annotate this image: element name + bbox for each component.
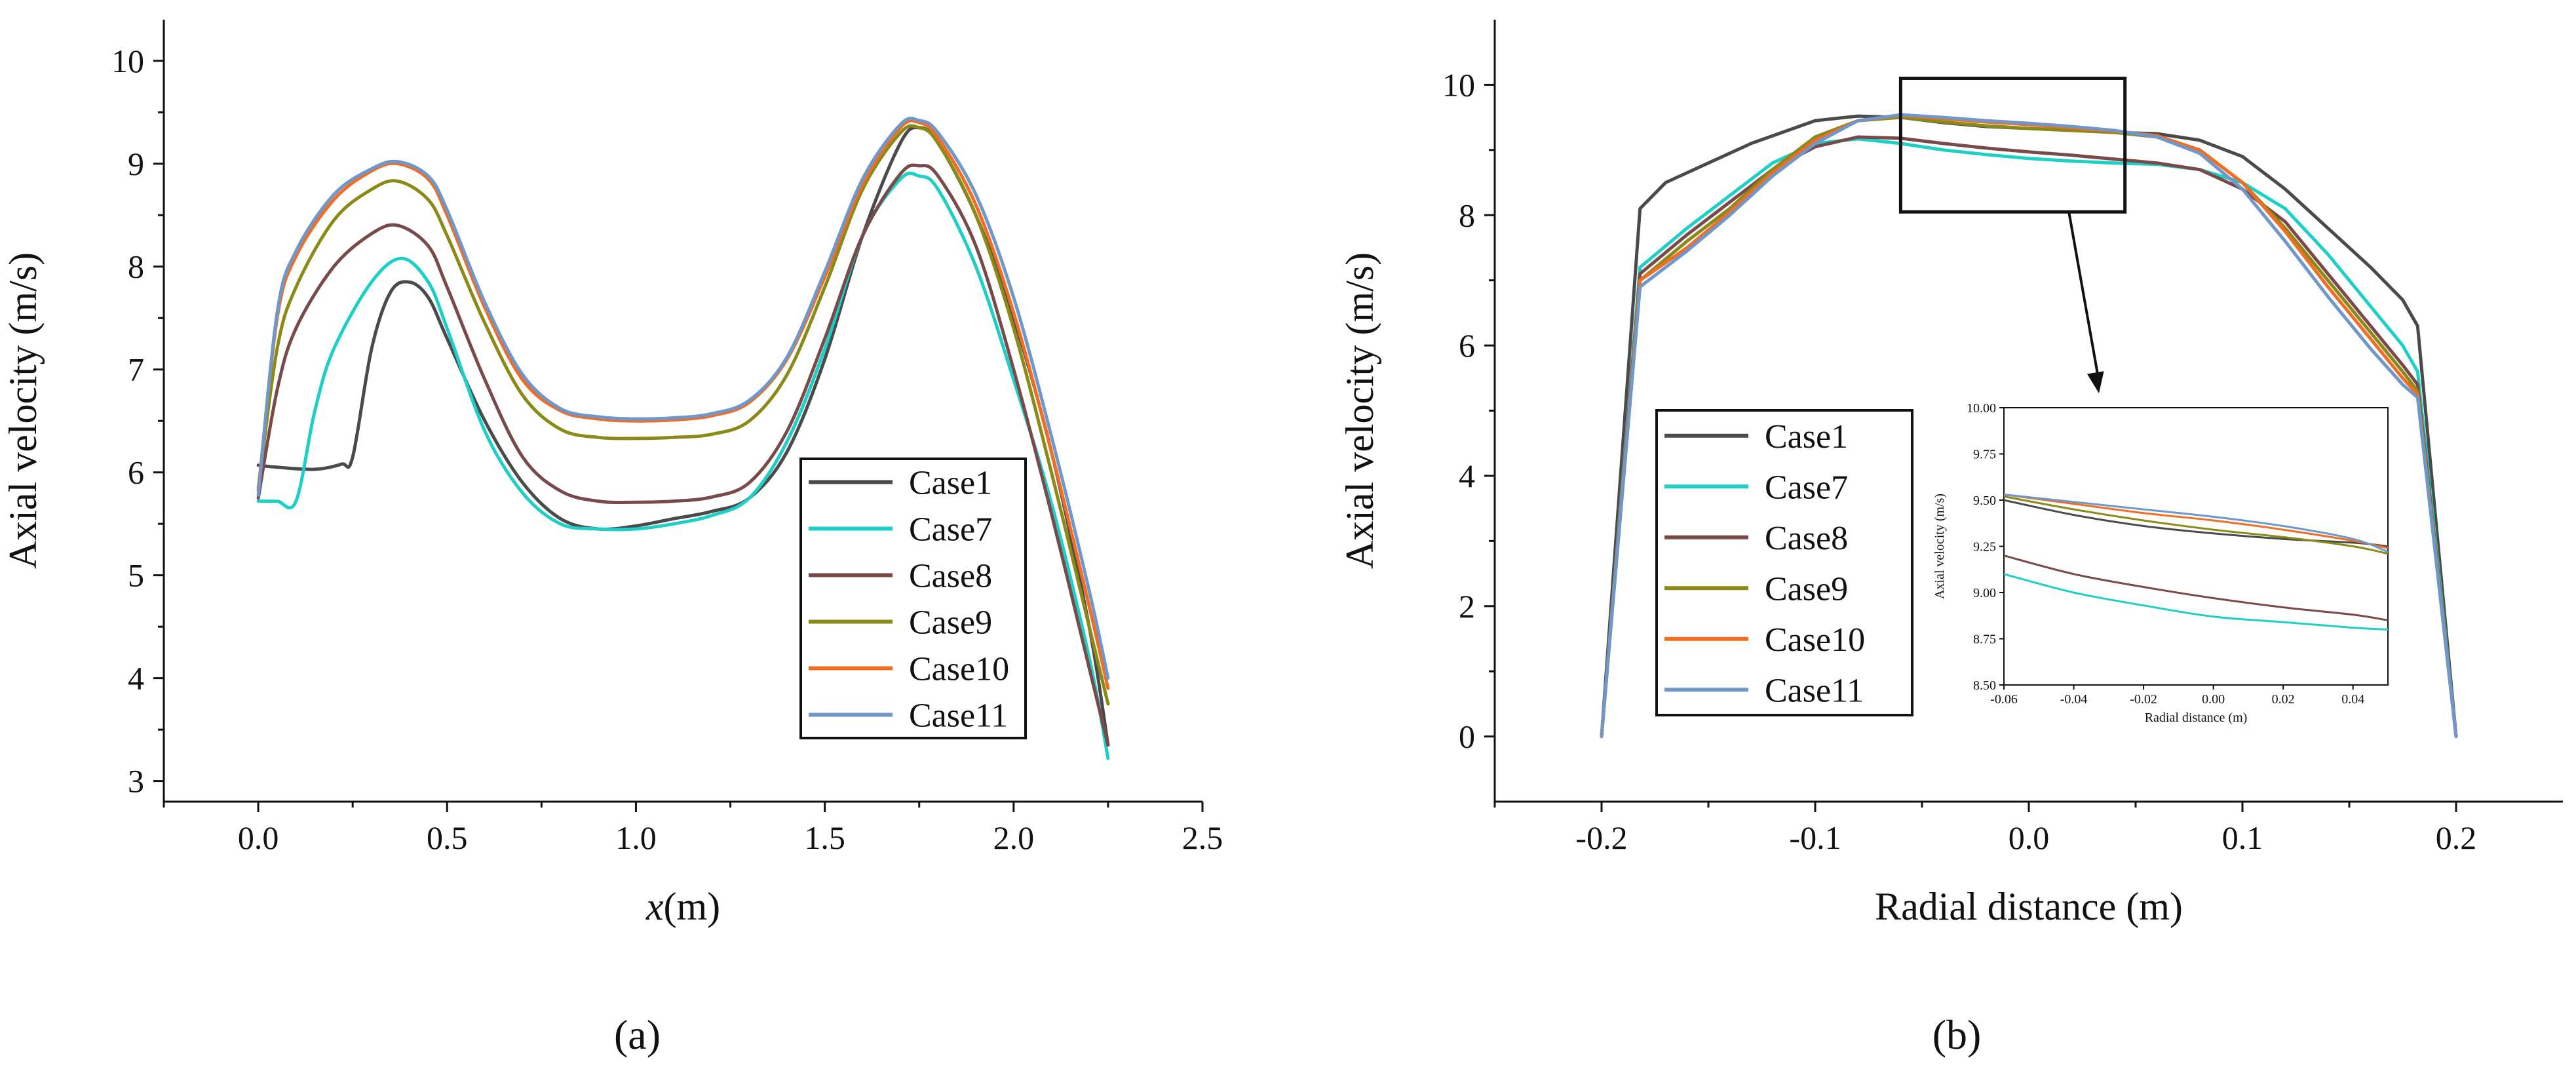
inset-x-tick-label: -0.06 [1990,692,2018,707]
zoom-arrow-head [2086,371,2104,393]
x-tick-label: 0.1 [2222,819,2263,856]
caption-open-paren: ( [1932,1011,1946,1058]
x-tick-label: -0.1 [1789,819,1841,856]
y-tick-label: 0 [1459,718,1475,755]
legend-label-case10: Case10 [1765,621,1865,659]
inset-x-tick-label: -0.02 [2130,692,2157,707]
legend-label-case9: Case9 [909,604,992,642]
y-tick-label: 3 [128,763,144,800]
inset-x-axis-label: Radial distance (m) [2145,711,2248,725]
inset-y-axis-label: Axial velocity (m/s) [1932,494,1947,599]
chart-b: -0.2 -0.1 0.0 0.1 0.2 0 2 4 6 8 10 Axial velocity (… [1338,20,2563,1058]
y-tick-label: 10 [1442,66,1475,103]
subfigure-caption: (b) [1932,1011,1982,1058]
series-line-case7 [256,171,1110,760]
x-tick-label: 0.5 [427,819,468,856]
y-tick-label: 10 [111,43,144,79]
inset-y-tick-label: 9.50 [1973,494,1996,508]
y-axis-label: Axial velocity (m/s) [1338,252,1381,569]
x-tick-label: 1.5 [804,819,845,856]
series-line-case9 [256,124,1110,706]
series-line-case8 [256,163,1110,747]
inset-series-line-case9 [2003,495,2389,555]
legend-box [799,458,1027,739]
caption-letter: b [1946,1011,1967,1058]
y-tick-label: 6 [1459,327,1475,364]
caption-close-paren: ) [1967,1011,1981,1058]
x-tick-label: 2.0 [993,819,1035,856]
x-tick-label: 0.2 [2436,819,2477,856]
legend-label-case9: Case9 [1765,570,1848,608]
inset-x-tick-label: 0.04 [2341,692,2364,707]
caption-open-paren: ( [614,1011,628,1058]
chart-a: 0.0 0.5 1.0 1.5 2.0 2.5 3 4 5 6 7 8 9 10 Axial velocit… [1,20,1223,1058]
y-tick-label: 4 [128,660,144,697]
inset-x-tick-label: 0.02 [2272,692,2295,707]
x-axis-label: Radial distance (m) [1875,885,2183,928]
y-tick-label: 5 [128,557,144,594]
series-line-case7 [1600,137,2458,739]
inset-x-tick-label: 0.00 [2202,692,2225,707]
inset-y-tick-label: 10.00 [1967,401,1996,416]
x-tick-label: 0.0 [2009,819,2050,856]
legend-box [1655,409,1913,716]
inset-y-tick-label: 8.75 [1973,633,1996,647]
subfigure-caption: (a) [614,1011,661,1058]
y-tick-label: 2 [1459,588,1475,625]
caption-letter: a [628,1011,646,1058]
series-line-case1 [256,126,1110,747]
caption-close-paren: ) [647,1011,661,1058]
x-axis-label-var: x [645,885,664,928]
inset-y-tick-label: 9.25 [1973,540,1996,555]
y-tick-label: 7 [128,351,144,388]
zoom-arrow-line [2067,211,2100,382]
inset-series-line-case7 [2003,573,2389,631]
y-axis-label: Axial velocity (m/s) [1,252,45,569]
x-axis-label: x(m) [645,885,720,928]
inset-background [1922,395,2401,744]
x-axis-label-unit: (m) [664,885,721,928]
y-tick-label: 4 [1459,458,1475,494]
series-line-case8 [1600,135,2458,739]
legend-label-case11: Case11 [909,697,1008,735]
series-line-case10 [256,119,1110,690]
inset-y-tick-label: 9.00 [1973,586,1996,600]
legend-label-case10: Case10 [909,651,1009,688]
series-line-case9 [1600,115,2458,739]
y-tick-label: 8 [128,248,144,285]
y-tick-label: 9 [128,146,144,182]
inset-series-line-case11 [2003,494,2389,553]
legend-label-case7: Case7 [1765,469,1848,506]
zoom-box [1898,76,2127,214]
legend-label-case1: Case1 [909,465,992,502]
inset-y-tick-label: 8.50 [1973,678,1996,693]
inset-series-line-case1 [2003,499,2389,547]
inset-y-tick-label: 9.75 [1973,448,1996,462]
x-tick-label: -0.2 [1575,819,1627,856]
inset-series-line-case10 [2003,494,2389,549]
inset-x-tick-label: -0.04 [2060,692,2088,707]
legend-label-case8: Case8 [909,558,992,595]
legend-label-case1: Case1 [1765,418,1848,456]
legend-label-case7: Case7 [909,511,992,549]
series-line-case11 [1600,113,2458,739]
inset-series-line-case8 [2003,555,2389,621]
inset-chart: -0.06 -0.04 -0.02 0.00 0.02 0.04 8.50 8.75 9.00 9… [1922,395,2401,744]
y-tick-label: 8 [1459,197,1475,233]
legend-label-case11: Case11 [1765,672,1864,709]
x-tick-label: 2.5 [1182,819,1223,856]
x-tick-label: 1.0 [615,819,657,856]
legend-label-case8: Case8 [1765,520,1848,557]
y-tick-label: 6 [128,454,144,491]
series-line-case11 [256,117,1110,680]
x-tick-label: 0.0 [238,819,279,856]
